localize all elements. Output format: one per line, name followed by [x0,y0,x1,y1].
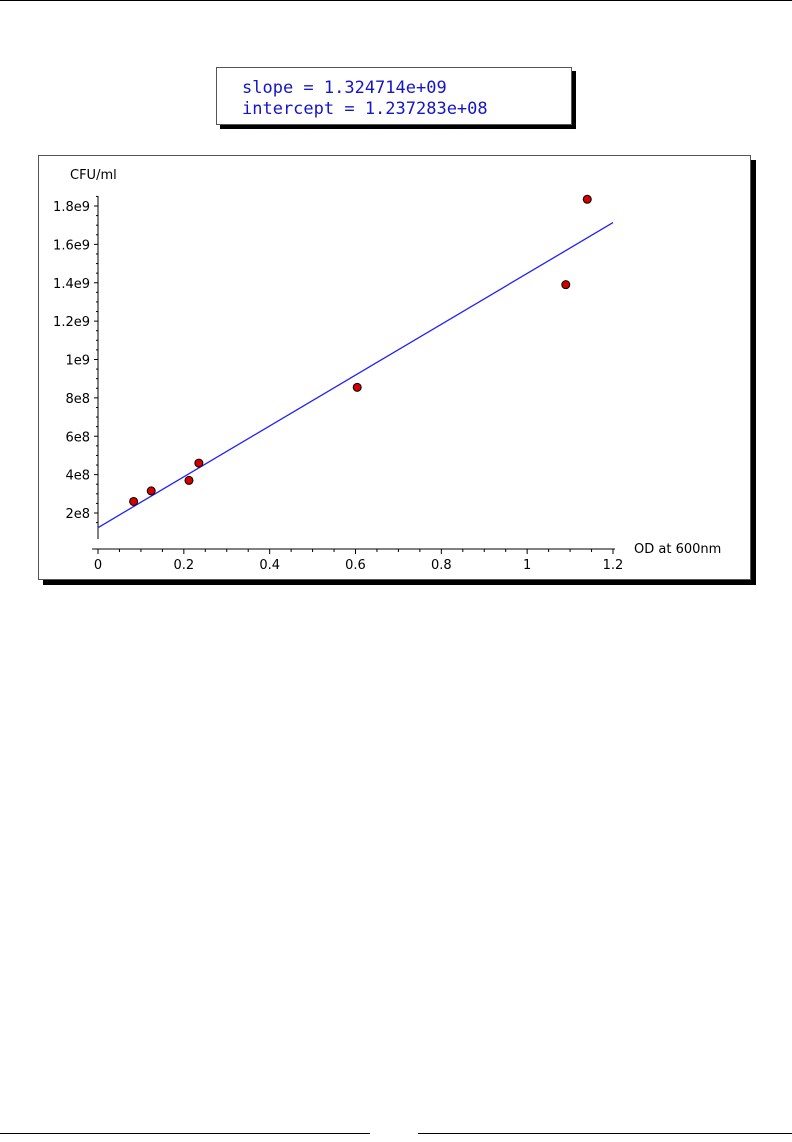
y-tick-label: 8e8 [65,392,90,407]
slope-output: slope = 1.324714e+09 [242,78,447,98]
x-tick-label: 0.4 [259,558,280,573]
data-point [184,475,194,485]
x-tick-label: 1.2 [603,558,624,573]
y-tick-label: 1.6e9 [53,238,90,253]
axes [92,196,615,550]
bottom-rule-right [418,1133,792,1134]
data-points [129,194,592,506]
y-tick-label: 2e8 [65,507,90,522]
scatter-chart-frame: 0 0.2 0.4 0.6 0.8 1 1.2 2e8 4e8 6e8 8e8 1e9 1.2e9 1.4… [38,155,751,580]
data-point [561,280,571,290]
bottom-rule-left [0,1133,370,1134]
x-tick-label: 0.2 [173,558,194,573]
intercept-output: intercept = 1.237283e+08 [242,99,488,119]
regression-output-box: slope = 1.324714e+09 intercept = 1.23728… [216,67,572,125]
data-point [146,486,156,496]
x-tick-label: 0.6 [345,558,366,573]
fit-line-layer [97,222,614,529]
x-tick-label: 0.8 [431,558,452,573]
tick-marks: 0 0.2 0.4 0.6 0.8 1 1.2 2e8 4e8 6e8 8e8 1e9 1.2e9 1.4… [53,195,624,573]
y-tick-label: 1.2e9 [53,315,90,330]
y-axis-label: CFU/ml [70,168,117,183]
x-axis-label: OD at 600nm [634,542,721,557]
data-point [194,458,204,468]
data-point [352,382,362,392]
x-tick-label: 0 [94,558,102,573]
y-tick-label: 1.8e9 [53,200,90,215]
scatter-chart: 0 0.2 0.4 0.6 0.8 1 1.2 2e8 4e8 6e8 8e8 1e9 1.2e9 1.4… [53,168,721,573]
top-rule [0,0,792,1]
regression-line [97,222,614,529]
data-point [129,496,139,506]
y-tick-label: 4e8 [65,469,90,484]
y-tick-label: 6e8 [65,430,90,445]
x-tick-label: 1 [523,558,531,573]
y-tick-label: 1.4e9 [53,277,90,292]
y-tick-label: 1e9 [65,354,90,369]
data-point [582,194,592,204]
